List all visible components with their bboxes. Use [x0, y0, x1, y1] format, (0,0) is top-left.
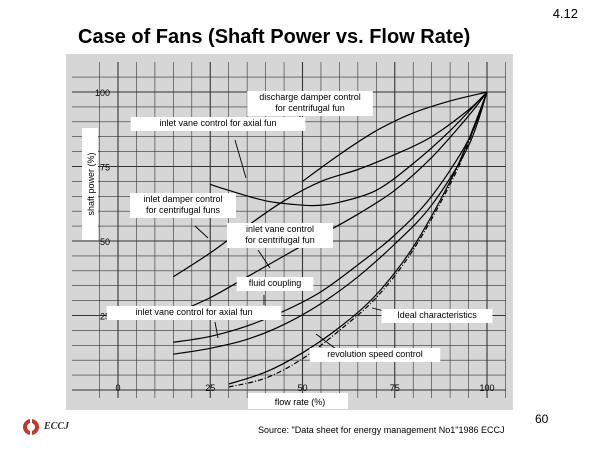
- series-label-3: for centrifugal funs: [146, 205, 221, 215]
- x-tick-label: 100: [479, 383, 494, 393]
- y-axis-label: shaft power (%): [86, 152, 96, 215]
- series-label-7: revolution speed control: [327, 349, 423, 359]
- slide-number: 4.12: [552, 6, 578, 21]
- series-line-4: [173, 91, 488, 315]
- x-axis-label-box: [248, 393, 348, 409]
- x-tick-label: 0: [115, 383, 120, 393]
- slide-title: Case of Fans (Shaft Power vs. Flow Rate): [78, 26, 471, 48]
- label-box-5: [236, 277, 314, 291]
- series-label-5: fluid coupling: [249, 278, 302, 288]
- series-label-4: inlet vane control: [246, 224, 314, 234]
- y-tick-label: 25: [100, 312, 110, 322]
- series-label-4: for centrifugal fun: [245, 235, 315, 245]
- source-note: Source: "Data sheet for energy managemen…: [258, 425, 505, 435]
- y-tick-label: 75: [100, 163, 110, 173]
- x-tick-label: 75: [390, 383, 400, 393]
- chart-ticks: 0 25 50 75 100 25 50 75 100: [95, 88, 495, 393]
- label-box-7: [309, 348, 441, 362]
- label-box-2: [130, 117, 306, 131]
- label-box-8: [381, 309, 493, 323]
- series-line-1: [302, 91, 488, 182]
- y-tick-label: 50: [100, 237, 110, 247]
- x-tick-label: 25: [205, 383, 215, 393]
- label-leader-6: [214, 321, 219, 339]
- series-label-2: inlet vane control for axial fun: [159, 118, 276, 128]
- label-leader-2: [234, 139, 247, 179]
- x-tick-label: 50: [297, 383, 307, 393]
- label-box-4: [227, 223, 333, 248]
- y-tick-label: 100: [95, 88, 110, 98]
- series-label-1: for centrifugal fun: [275, 103, 345, 113]
- label-box-3: [130, 193, 236, 218]
- series-line-6: [173, 91, 488, 355]
- label-box-6: [106, 306, 282, 320]
- eccj-logo-icon: [23, 418, 39, 436]
- series-label-1: discharge damper control: [259, 92, 361, 102]
- page-number: 60: [535, 412, 549, 426]
- series-label-8: Ideal characteristics: [397, 310, 477, 320]
- x-axis-label: flow rate (%): [275, 397, 326, 407]
- series-label-6: inlet vane control for axial fun: [135, 307, 252, 317]
- logo-text: ECCJ: [44, 421, 70, 432]
- series-label-3: inlet damper control: [143, 194, 222, 204]
- series-line-2: [210, 91, 488, 207]
- series-line-8: [228, 91, 488, 388]
- series-line-5: [173, 91, 488, 343]
- label-leader-4: [257, 249, 271, 269]
- label-leader-3: [194, 225, 209, 239]
- series-line-7: [228, 91, 488, 385]
- y-axis-label-box: [82, 128, 98, 240]
- label-box-1: [247, 91, 373, 116]
